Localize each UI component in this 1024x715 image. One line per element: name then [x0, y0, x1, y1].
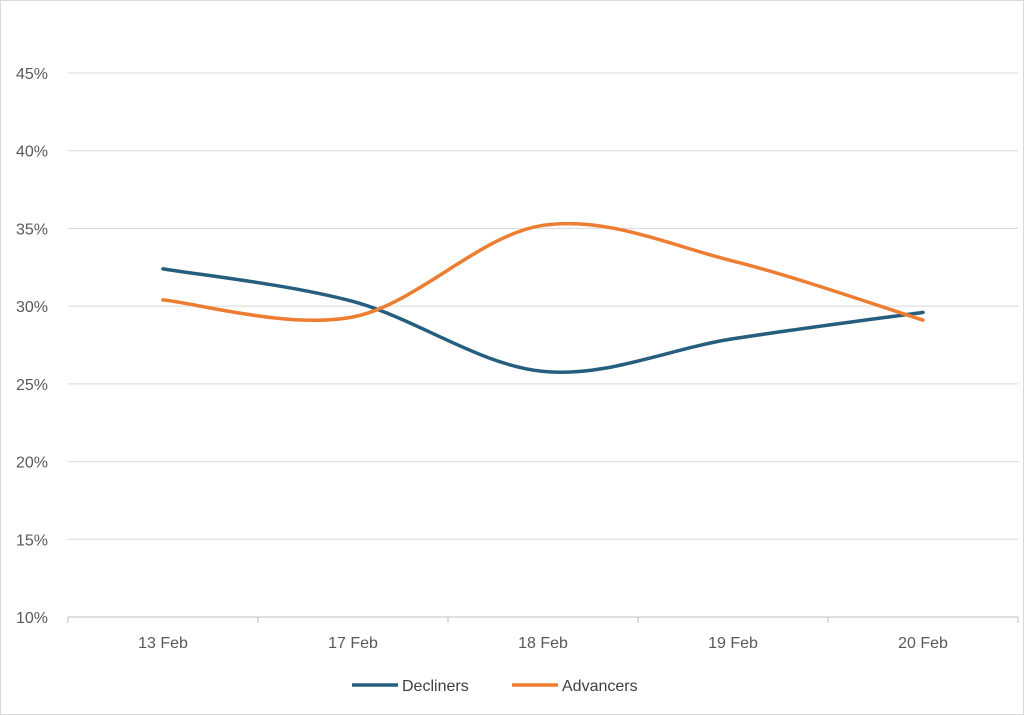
x-tick-label: 17 Feb: [328, 635, 378, 652]
x-tick-label: 20 Feb: [898, 635, 948, 652]
x-tick-labels: 13 Feb 17 Feb 18 Feb 19 Feb 20 Feb: [138, 635, 948, 652]
series-line-decliners: [161, 267, 925, 374]
series-line-advancers: [161, 221, 925, 322]
series-lines: [161, 221, 925, 374]
y-tick-label: 45%: [16, 66, 48, 83]
x-tick-label: 18 Feb: [518, 635, 568, 652]
y-tick-labels: 10% 15% 20% 25% 30% 35% 40% 45%: [16, 66, 48, 627]
legend-label: Decliners: [402, 678, 469, 695]
gridlines: [68, 72, 1018, 540]
legend-label: Advancers: [562, 678, 638, 695]
y-tick-label: 40%: [16, 144, 48, 161]
x-axis: [67, 616, 1019, 623]
y-tick-label: 15%: [16, 532, 48, 549]
legend: Decliners Advancers: [352, 678, 638, 695]
x-tick-label: 13 Feb: [138, 635, 188, 652]
y-tick-label: 30%: [16, 299, 48, 316]
y-tick-label: 20%: [16, 455, 48, 472]
y-tick-label: 10%: [16, 610, 48, 627]
x-tick-label: 19 Feb: [708, 635, 758, 652]
y-tick-label: 25%: [16, 377, 48, 394]
y-tick-label: 35%: [16, 221, 48, 238]
